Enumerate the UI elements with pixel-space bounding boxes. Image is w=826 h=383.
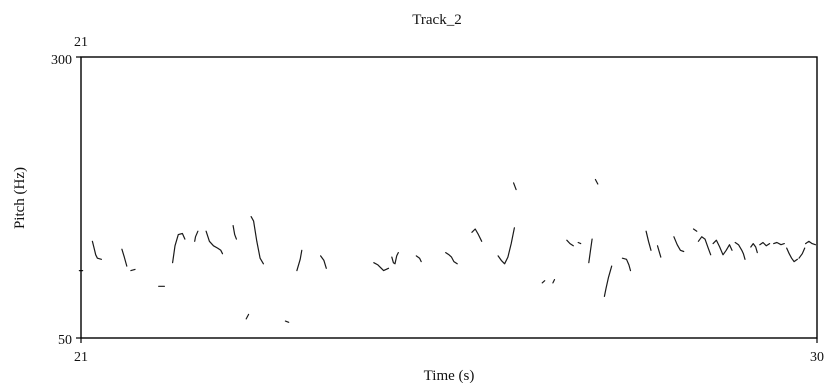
x-axis-label: Time (s) [424,368,475,383]
pitch-segment-0-38 [773,241,785,246]
pitch-traces [78,178,817,323]
pitch-segment-0-10 [245,313,250,320]
y-tick-label-max: 300 [51,53,72,68]
pitch-segment-0-33 [697,236,712,256]
pitch-segment-0-18 [471,228,483,242]
pitch-segment-0-5 [172,232,186,264]
pitch-segment-0-14 [373,262,390,272]
pitch-segment-0-22 [552,279,556,284]
pitch-segment-0-8 [232,225,237,240]
pitch-segment-0-24 [577,241,582,245]
pitch-segment-0-19 [497,227,516,265]
chart-title: Track_2 [412,12,461,28]
pitch-segment-0-6 [194,230,199,242]
pitch-segment-0-39 [786,247,799,263]
pitch-segment-0-20 [512,182,517,191]
pitch-segment-0-28 [621,257,632,272]
pitch-segment-0-12 [296,249,303,272]
pitch-segment-0-15 [391,252,399,265]
pitch-segment-0-17 [445,252,458,265]
pitch-segment-0-16 [415,255,422,263]
pitch-segment-0-2 [121,248,128,267]
pitch-segment-0-11 [284,320,290,323]
x-tick-label-max: 30 [810,350,824,365]
pitch-segment-0-3 [130,268,136,272]
pitch-segment-0-27 [603,265,613,297]
pitch-segment-0-23 [566,239,574,247]
pitch-segment-0-36 [750,243,758,254]
top-left-time-label: 21 [74,35,88,50]
y-tick-label-min: 50 [58,333,72,348]
pitch-segment-0-29 [645,230,652,251]
pitch-segment-0-34 [712,239,733,256]
pitch-segment-0-41 [804,240,817,246]
pitch-segment-0-7 [205,230,224,255]
x-tick-label-min: 21 [74,350,88,365]
pitch-segment-0-13 [320,255,327,269]
pitch-segment-0-1 [91,240,103,260]
pitch-segment-0-31 [673,236,685,253]
pitch-segment-0-37 [759,241,771,247]
pitch-segment-0-35 [734,241,746,260]
y-axis-label: Pitch (Hz) [12,167,28,229]
pitch-segment-0-32 [692,228,698,232]
pitch-segment-0-9 [250,216,264,265]
pitch-segment-0-26 [594,178,599,185]
pitch-segment-0-30 [656,245,662,258]
pitch-segment-0-25 [588,238,593,264]
plot-frame [80,56,818,339]
pitch-segment-0-40 [798,247,806,259]
pitch-segment-0-21 [541,280,546,284]
